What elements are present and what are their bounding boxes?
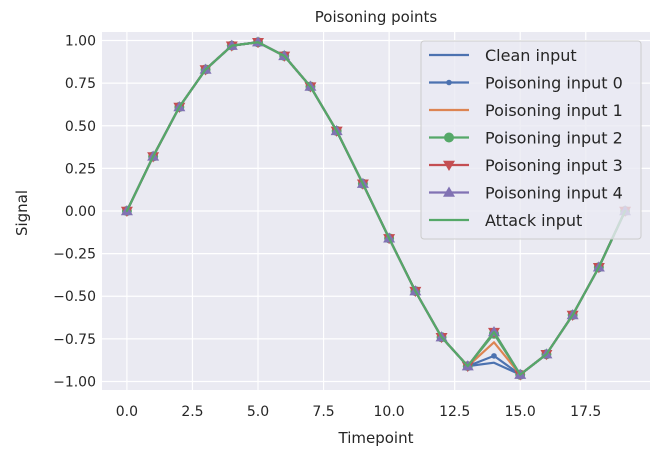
y-tick-label: −0.50	[53, 289, 96, 305]
x-tick-label: 0.0	[116, 404, 138, 420]
y-tick-label: 0.50	[65, 119, 96, 135]
legend-marker-4	[443, 160, 455, 171]
legend-marker-3	[444, 132, 454, 143]
y-tick-label: 0.75	[65, 76, 96, 92]
y-tick-label: −1.00	[53, 374, 96, 390]
legend-label: Poisoning input 4	[485, 184, 623, 203]
y-tick-labels: 1.00 0.75 0.50 0.25 0.00 −0.25 −0.50 −0.75 −1.00	[53, 34, 96, 391]
x-tick-label: 5.0	[247, 404, 269, 420]
legend-label: Poisoning input 2	[485, 129, 623, 148]
legend-label: Poisoning input 1	[485, 101, 623, 120]
x-tick-label: 12.5	[439, 404, 470, 420]
x-tick-label: 2.5	[181, 404, 203, 420]
y-tick-label: −0.75	[53, 332, 96, 348]
y-tick-label: 1.00	[65, 34, 96, 50]
legend: Clean input Poisoning input 0 Poisoning in…	[420, 40, 642, 240]
legend-box	[420, 40, 642, 240]
y-tick-label: 0.00	[65, 204, 96, 220]
legend-label: Poisoning input 3	[485, 156, 623, 175]
legend-label: Attack input	[485, 211, 582, 230]
data-point-1	[491, 353, 497, 359]
chart-title: Poisoning points	[315, 8, 438, 26]
legend-label: Poisoning input 0	[485, 74, 623, 93]
x-tick-label: 17.5	[570, 404, 601, 420]
x-tick-label: 10.0	[374, 404, 405, 420]
y-axis-label: Signal	[13, 190, 31, 236]
legend-marker-5	[443, 186, 455, 197]
series-layer	[120, 36, 632, 381]
legend-label: Clean input	[485, 46, 577, 65]
x-tick-label: 15.0	[505, 404, 536, 420]
series-line-6	[125, 41, 627, 376]
y-tick-label: −0.25	[53, 247, 96, 263]
legend-marker-1	[446, 79, 452, 86]
x-tick-label: 7.5	[312, 404, 334, 420]
x-tick-labels: 0.0 2.5 5.0 7.5 10.0 12.5 15.0 17.5	[116, 404, 602, 420]
x-axis-label: Timepoint	[338, 429, 414, 447]
series-6	[125, 41, 627, 376]
y-tick-label: 0.25	[65, 161, 96, 177]
